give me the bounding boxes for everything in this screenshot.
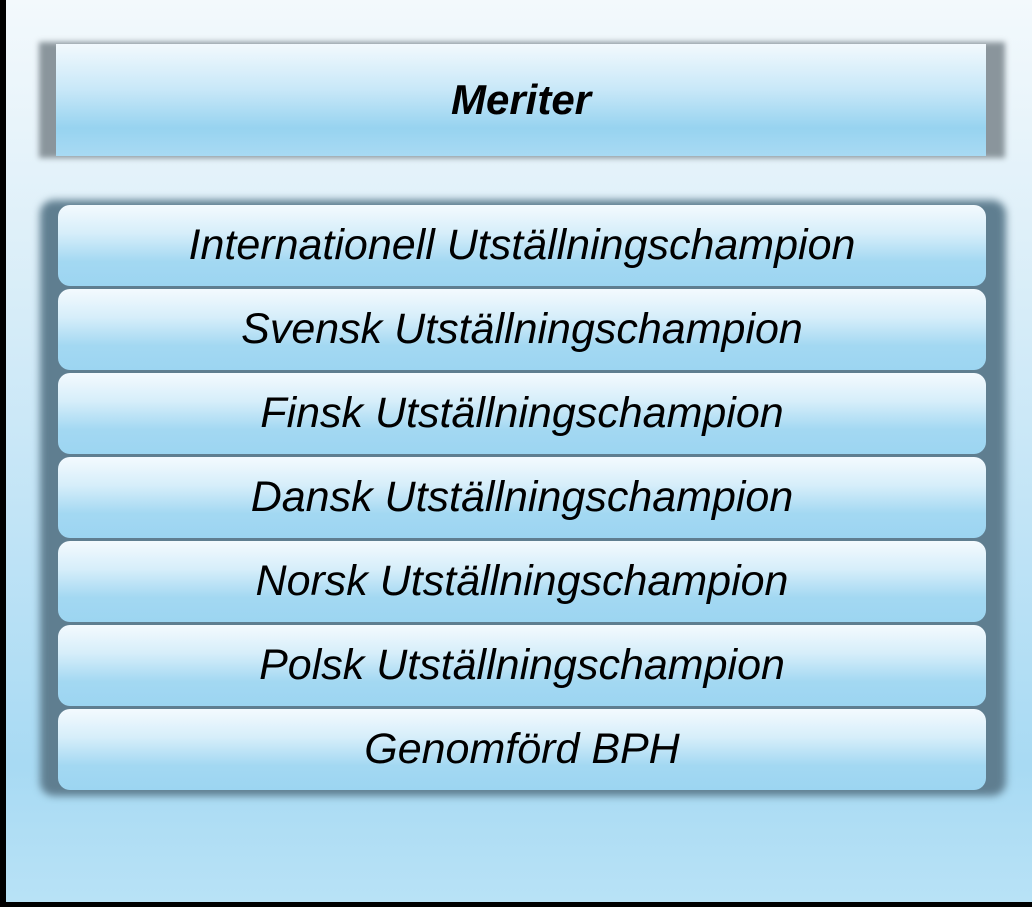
list-item: Norsk Utställningschampion: [58, 541, 986, 622]
header-title: Meriter: [450, 76, 592, 123]
list-item-label: Dansk Utställningschampion: [250, 473, 794, 521]
list-item-label: Genomförd BPH: [364, 725, 680, 773]
list-item: Dansk Utställningschampion: [58, 457, 986, 538]
list-item: Internationell Utställningschampion: [58, 205, 986, 286]
list-item: Polsk Utställningschampion: [58, 625, 986, 706]
list-item-label: Norsk Utställningschampion: [255, 557, 789, 605]
list-item-label: Polsk Utställningschampion: [259, 641, 785, 689]
list-item: Genomförd BPH: [58, 709, 986, 790]
list-item-label: Svensk Utställningschampion: [241, 305, 803, 353]
list-item: Finsk Utställningschampion: [58, 373, 986, 454]
merits-panel: Meriter Internationell Utställningschamp…: [6, 0, 1032, 902]
list-item: Svensk Utställningschampion: [58, 289, 986, 370]
list-item-label: Finsk Utställningschampion: [260, 389, 784, 437]
merits-header: Meriter: [56, 44, 986, 156]
list-item-label: Internationell Utställningschampion: [188, 221, 856, 269]
